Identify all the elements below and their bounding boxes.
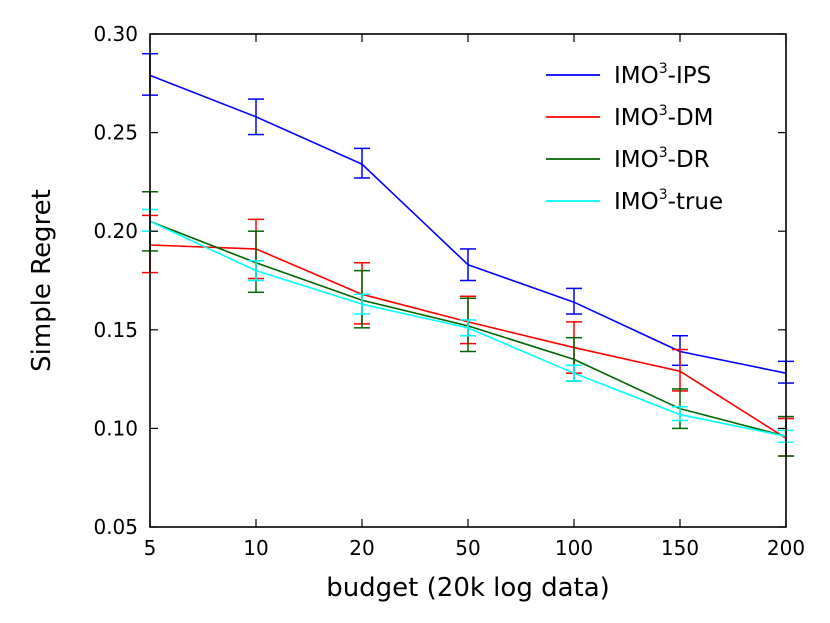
x-tick-label: 10 [243,536,268,560]
x-tick-label: 5 [144,536,157,560]
y-tick-label: 0.10 [93,416,138,440]
legend-label-suffix: -DM [668,105,714,131]
legend-item: IMO3-DR [546,145,710,173]
legend-item: IMO3-DM [546,103,714,131]
x-tick-label: 50 [455,536,480,560]
x-tick-label: 150 [661,536,699,560]
series-line [149,220,787,438]
y-tick-label: 0.30 [93,22,138,46]
y-axis-label: Simple Regret [27,189,57,372]
legend-label: IMO3-true [614,187,723,215]
series-true [142,208,794,443]
x-axis-label: budget (20k log data) [326,573,610,603]
legend-label-base: IMO [614,189,659,215]
legend-label-sup: 3 [659,61,668,77]
x-tick-label: 20 [349,536,374,560]
legend-label: IMO3-DM [614,103,714,131]
legend-label-suffix: -true [668,189,724,215]
legend-item: IMO3-IPS [546,61,711,89]
legend-label-sup: 3 [659,145,668,161]
legend-label-sup: 3 [659,187,668,203]
x-tick-label: 200 [767,536,805,560]
legend-label-suffix: -IPS [668,63,712,89]
legend-label-suffix: -DR [668,147,710,173]
x-tick-label: 100 [555,536,593,560]
legend-item: IMO3-true [546,187,723,215]
legend-label-base: IMO [614,147,659,173]
legend-label: IMO3-DR [614,145,710,173]
axis-ticks: 5 10 20 50 100 150 200 0.05 0.10 0.15 0.20 0.25 0.30 [93,22,805,560]
y-tick-label: 0.25 [93,121,138,145]
legend-label-base: IMO [614,63,659,89]
y-tick-label: 0.20 [93,219,138,243]
y-tick-label: 0.15 [93,318,138,342]
legend-label-base: IMO [614,105,659,131]
legend-label-sup: 3 [659,103,668,119]
legend-label: IMO3-IPS [614,61,711,89]
y-tick-label: 0.05 [93,515,138,539]
